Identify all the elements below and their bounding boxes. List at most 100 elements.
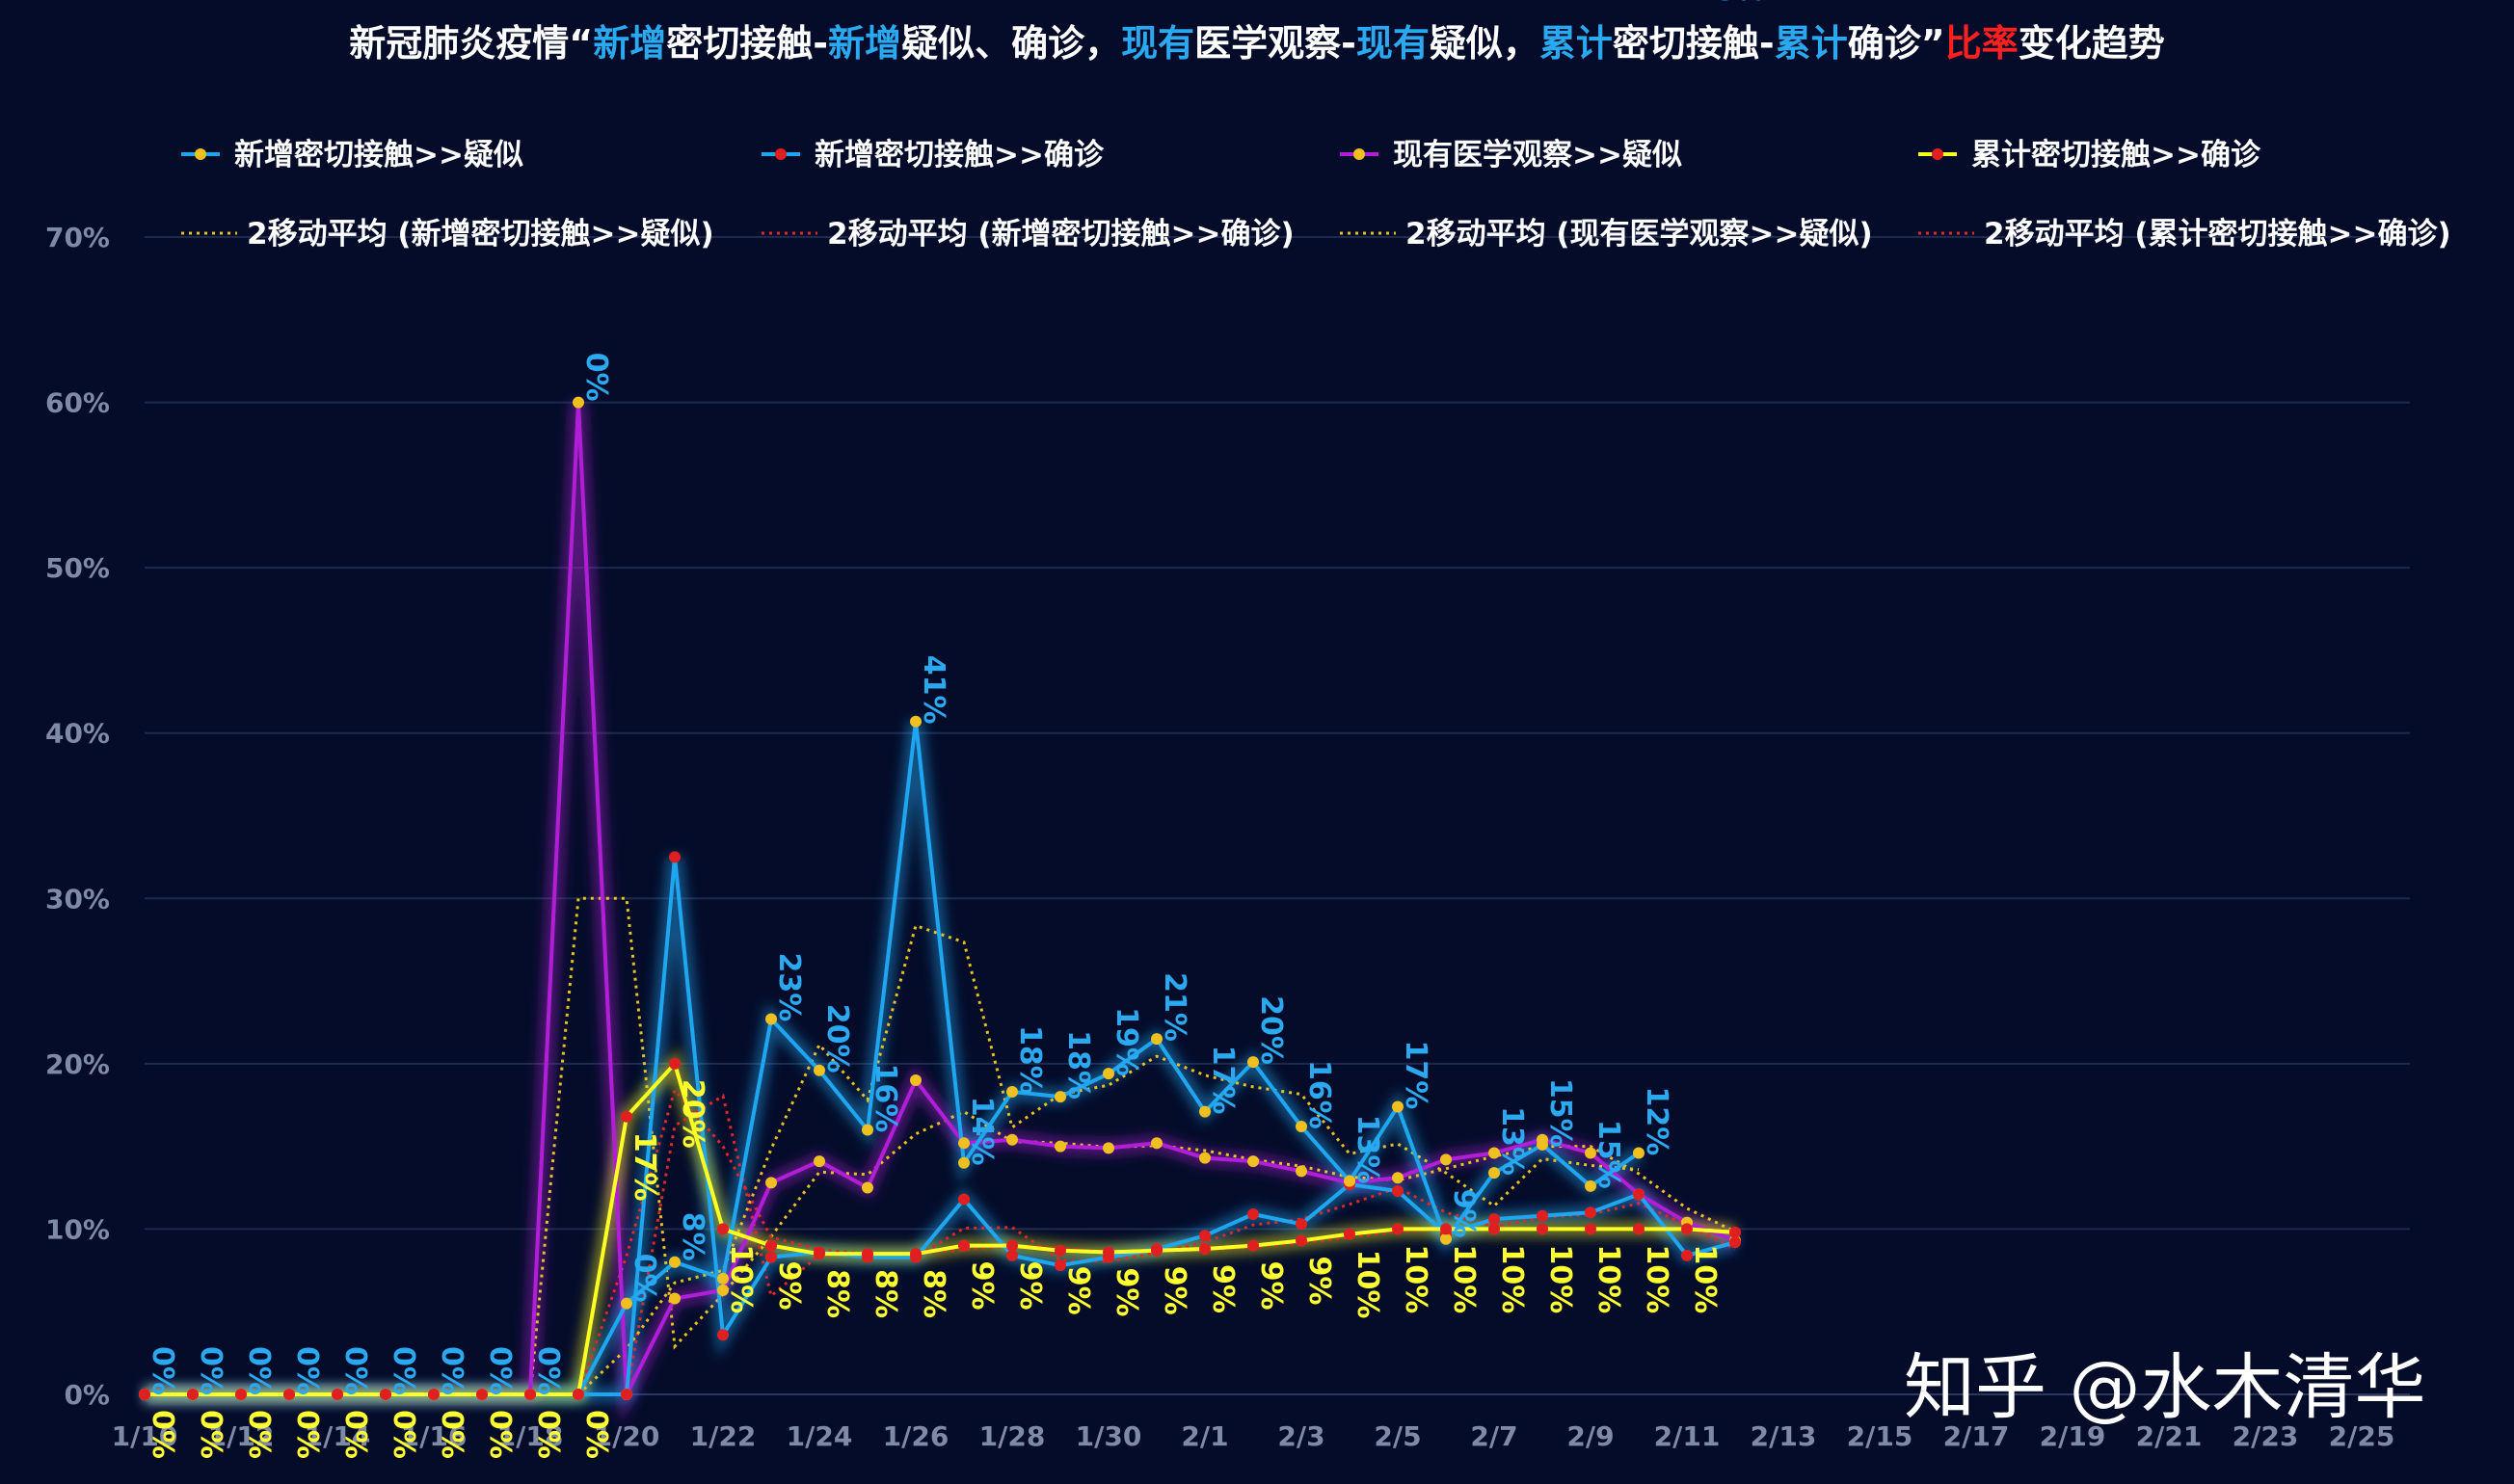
data-point-cum_confirm (283, 1389, 295, 1400)
data-point-cum_confirm (139, 1389, 150, 1400)
data-label: 20% (820, 1004, 854, 1073)
data-label: 8% (820, 1269, 854, 1318)
data-point-contact_confirm (1681, 1249, 1693, 1261)
data-point-cum_confirm (1488, 1223, 1500, 1235)
data-point-cum_confirm (1537, 1223, 1548, 1235)
data-label: 17% (1399, 1040, 1432, 1109)
data-point-contact_suspect (1055, 1091, 1066, 1103)
legend-item: 新增密切接触>>疑似 (181, 138, 523, 172)
x-tick-label: 2/9 (1566, 1420, 1614, 1452)
data-point-cum_confirm (1344, 1228, 1355, 1240)
data-point-cum_confirm (1633, 1223, 1645, 1235)
data-point-observe_suspect (1199, 1152, 1211, 1164)
data-point-observe_suspect (1440, 1153, 1452, 1166)
y-tick-label: 70% (45, 222, 110, 253)
chart-title-part: 疑似， (1429, 22, 1539, 65)
data-point-contact_confirm (717, 1329, 729, 1341)
data-label: 10% (1495, 1244, 1529, 1313)
data-point-contact_confirm (1247, 1207, 1259, 1220)
data-label: 15% (1591, 1120, 1625, 1189)
data-label: 0% (194, 1410, 227, 1459)
x-tick-label: 2/21 (2136, 1420, 2203, 1452)
legend-swatch-marker (775, 148, 787, 160)
data-point-cum_confirm (573, 1389, 584, 1400)
x-tick-label: 1/30 (1076, 1420, 1142, 1452)
legend: 新增密切接触>>疑似 新增密切接触>>确诊 现有医学观察>>疑似 累计密切接触>>确诊… (181, 138, 2451, 252)
legend-item: 新增密切接触>>确诊 (762, 138, 1105, 172)
data-label: 9% (1447, 1189, 1481, 1238)
data-point-cum_confirm (235, 1389, 247, 1400)
data-point-cum_confirm (910, 1248, 922, 1260)
legend-swatch-marker (195, 148, 206, 160)
chart-title-part: 现有 (1355, 22, 1430, 65)
data-point-contact_suspect (1585, 1179, 1596, 1192)
data-point-observe_suspect (573, 396, 584, 409)
y-tick-label: 60% (45, 387, 110, 419)
data-point-cum_confirm (1296, 1234, 1307, 1247)
data-label: 8% (676, 1212, 709, 1261)
data-point-observe_suspect (910, 1074, 922, 1087)
data-label: 9% (1254, 1261, 1288, 1311)
data-point-contact_suspect (669, 1256, 681, 1268)
data-point-observe_suspect (1488, 1147, 1500, 1159)
data-label: 8% (917, 1269, 950, 1318)
data-point-cum_confirm (332, 1389, 343, 1400)
x-tick-label: 1/18 (497, 1420, 564, 1452)
data-label: 10% (724, 1244, 758, 1313)
data-label: 9% (1206, 1264, 1240, 1313)
data-point-observe_suspect (1006, 1133, 1018, 1146)
data-label: 0% (242, 1346, 276, 1395)
x-tick-label: 2/15 (1847, 1420, 1913, 1452)
data-point-contact_suspect (1344, 1175, 1355, 1187)
data-label: 13% (1495, 1106, 1529, 1176)
grid-layer (145, 236, 2410, 1231)
data-point-contact_suspect (1296, 1121, 1307, 1133)
y-tick-label: 30% (45, 883, 110, 914)
data-point-cum_confirm (765, 1239, 777, 1252)
x-tick-label: 1/14 (305, 1420, 371, 1452)
data-point-observe_suspect (814, 1155, 825, 1168)
data-label: 16% (869, 1063, 902, 1132)
axis-layer: 0% 10% 20% 30% 40% 50% 60% 70% 1/10 1/12 1/14 1/16 1… (45, 222, 2410, 1452)
data-point-contact_confirm (669, 851, 681, 863)
data-label: 0% (483, 1346, 517, 1395)
data-point-contact_suspect (910, 715, 922, 728)
data-point-cum_confirm (1151, 1244, 1163, 1257)
data-label: 23% (772, 953, 806, 1022)
data-point-observe_suspect (1055, 1140, 1066, 1153)
data-label: 20% (1254, 995, 1288, 1065)
data-point-contact_confirm (765, 1251, 777, 1263)
x-tick-label: 1/24 (787, 1420, 853, 1452)
data-label: 10% (1591, 1244, 1625, 1313)
x-tick-label: 1/12 (208, 1420, 275, 1452)
data-label: 0% (628, 1254, 661, 1303)
data-point-cum_confirm (187, 1389, 199, 1400)
x-tick-label: 1/22 (690, 1420, 757, 1452)
legend-label: 新增密切接触>>确诊 (815, 138, 1105, 172)
chart-title-part: 新增 (593, 22, 667, 65)
data-point-contact_suspect (814, 1064, 825, 1076)
data-label: 18% (1013, 1025, 1047, 1095)
watermark: 知乎 @水木清华 (1904, 1346, 2426, 1429)
data-label: 41% (917, 655, 950, 725)
legend-item: 现有医学观察>>疑似 (1340, 138, 1682, 172)
data-point-observe_suspect (717, 1284, 729, 1296)
data-label: 0% (146, 1346, 179, 1395)
x-tick-label: 2/1 (1181, 1420, 1228, 1452)
legend-swatch-marker (1353, 148, 1365, 160)
data-label: 0% (579, 353, 613, 402)
data-label: 0% (290, 1410, 324, 1459)
data-point-contact_suspect (1199, 1105, 1211, 1118)
data-label: 0% (387, 1410, 420, 1459)
data-point-contact_suspect (958, 1156, 970, 1169)
series-layer (145, 400, 1736, 1396)
data-point-observe_suspect (669, 1292, 681, 1305)
x-tick-label: 2/13 (1751, 1420, 1817, 1452)
data-label: 9% (1061, 1266, 1095, 1315)
data-point-cum_confirm (524, 1389, 536, 1400)
data-label: 9% (1013, 1261, 1047, 1311)
data-label: 15% (1696, 0, 1765, 8)
x-tick-label: 2/19 (2040, 1420, 2106, 1452)
legend-label: 2移动平均 (新增密切接触>>疑似) (247, 217, 714, 252)
